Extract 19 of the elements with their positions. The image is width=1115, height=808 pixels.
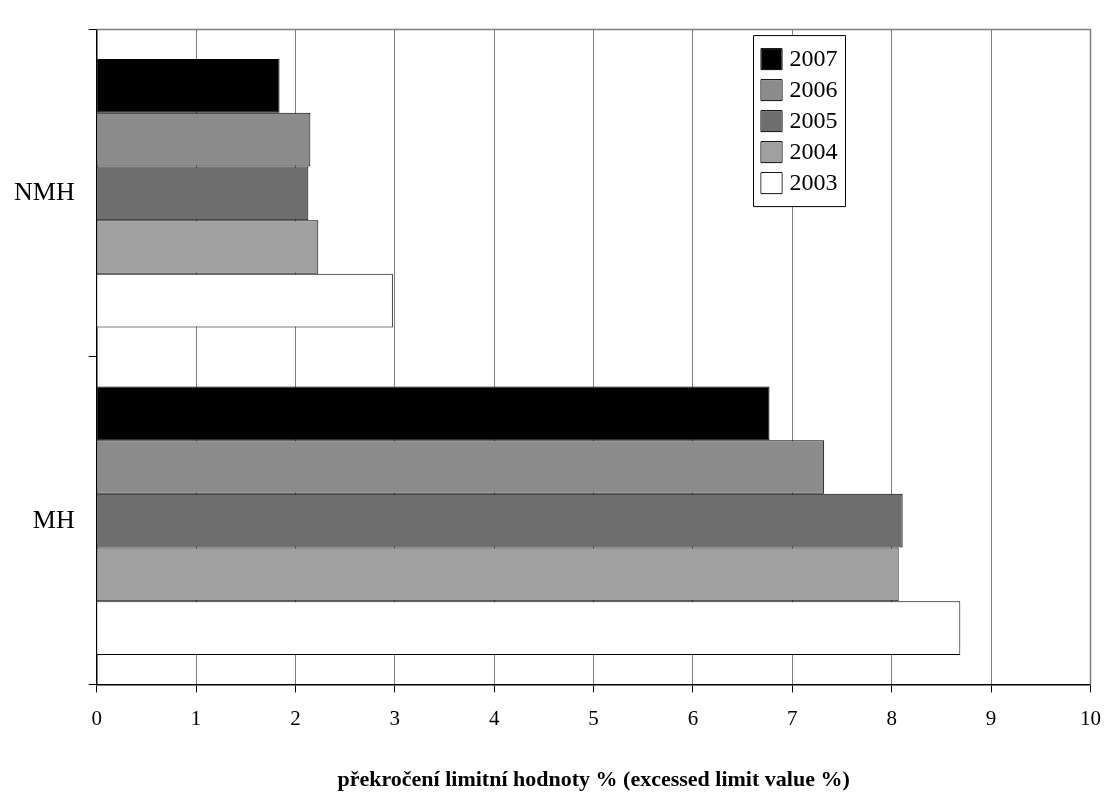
x-tick-label: 2 xyxy=(290,705,301,730)
x-tick-label: 4 xyxy=(488,705,500,730)
y-tick-label: NMH xyxy=(14,177,75,207)
x-tick-label: 5 xyxy=(588,705,599,730)
legend-label: 2003 xyxy=(789,169,838,196)
x-tick-label: 9 xyxy=(985,705,997,730)
x-tick-label: 0 xyxy=(91,705,102,730)
x-axis-title: překročení limitní hodnoty % (excessed limit value %) xyxy=(337,766,850,792)
x-tick-label: 10 xyxy=(1080,705,1101,730)
legend-label: 2005 xyxy=(789,107,838,134)
y-tick-label: MH xyxy=(32,504,75,534)
x-tick-label: 6 xyxy=(687,705,699,730)
x-tick-label: 1 xyxy=(190,705,202,730)
legend-label: 2004 xyxy=(789,138,838,165)
x-tick-label: 7 xyxy=(787,705,798,730)
legend-label: 2006 xyxy=(789,76,838,103)
x-tick-label: 3 xyxy=(389,705,401,730)
legend-label: 2007 xyxy=(789,45,838,72)
x-tick-label: 8 xyxy=(886,705,897,730)
